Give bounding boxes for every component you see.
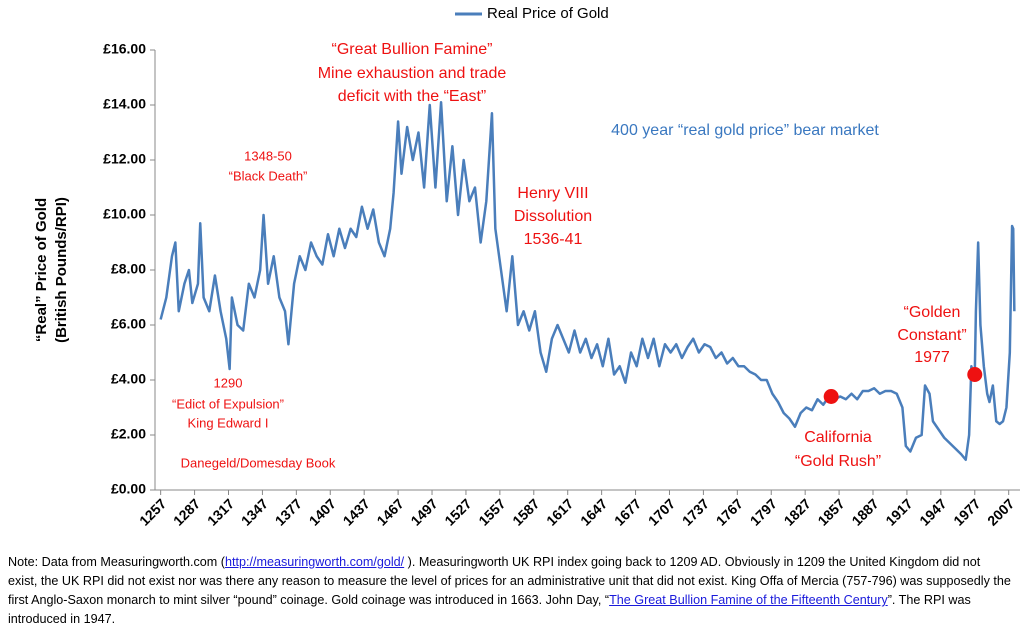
y-tick-label: £2.00 (111, 426, 146, 442)
y-tick-label: £12.00 (103, 151, 146, 167)
y-tick-label: £4.00 (111, 371, 146, 387)
y-tick-label: £8.00 (111, 261, 146, 277)
x-tick-label: 1437 (340, 495, 373, 528)
x-tick-label: 1827 (781, 495, 814, 528)
x-tick-label: 1737 (679, 495, 712, 528)
note-text: ”. The RPI was introduced in 1947. (8, 593, 971, 626)
annotation-line: Henry VIII (517, 185, 588, 202)
annotation-line: Dissolution (514, 208, 592, 225)
annotation-line: deficit with the “East” (338, 88, 487, 105)
x-tick-label: 2007 (984, 495, 1017, 528)
series-line (159, 101, 1016, 461)
annotation-line: Mine exhaustion and trade (318, 65, 507, 82)
annotation: “Golden Constant” 1977 (897, 304, 966, 366)
x-tick-label: 1347 (238, 495, 271, 528)
x-tick-label: 1797 (747, 495, 780, 528)
x-tick-label: 1887 (848, 495, 881, 528)
x-tick-label: 1647 (577, 495, 610, 528)
x-tick-label: 1587 (509, 495, 542, 528)
x-tick-label: 1467 (373, 495, 406, 528)
annotation-line: 1536-41 (524, 231, 583, 248)
x-tick-label: 1317 (204, 495, 237, 528)
note-text: ). Measuringworth UK RPI index going bac… (8, 555, 1011, 607)
annotation-line: “Great Bullion Famine” (332, 41, 493, 58)
highlight-marker (967, 367, 983, 382)
legend-label: Real Price of Gold (487, 5, 609, 22)
y-axis-title-line: (British Pounds/RPI) (53, 197, 70, 343)
note-link[interactable]: http://measuringworth.com/gold/ (224, 555, 405, 569)
annotation-line: 1348-50 (244, 148, 292, 163)
annotation: 1290 “Edict of Expulsion” King Edward I (172, 375, 284, 430)
highlight-marker (823, 389, 839, 404)
annotation: California “Gold Rush” (795, 429, 881, 470)
note-link[interactable]: The Great Bullion Famine of the Fifteent… (609, 593, 888, 607)
x-tick-label: 1497 (407, 495, 440, 528)
x-tick-label: 1857 (814, 495, 847, 528)
y-axis-title: “Real” Price of Gold (British Pounds/RPI… (33, 197, 70, 343)
y-tick-label: £10.00 (103, 206, 146, 222)
annotation: 400 year “real gold price” bear market (611, 122, 879, 139)
annotation: “Great Bullion Famine” Mine exhaustion a… (318, 41, 507, 105)
chart: Real Price of Gold “Real” Price of Gold … (33, 5, 1020, 529)
annotation-line: Constant” (897, 327, 966, 344)
x-tick-label: 1557 (475, 495, 508, 528)
annotation-line: “Gold Rush” (795, 453, 881, 470)
annotation-line: King Edward I (188, 415, 269, 430)
x-tick-label: 1377 (272, 495, 305, 528)
x-tick-label: 1527 (441, 495, 474, 528)
note-text: Note: Data from Measuringworth.com ( (8, 555, 225, 569)
y-axis-title-line: “Real” Price of Gold (33, 198, 50, 342)
x-tick-label: 1767 (713, 495, 746, 528)
annotation-line: “Golden (904, 304, 961, 321)
annotation: Henry VIII Dissolution 1536-41 (514, 185, 592, 248)
annotation: Danegeld/Domesday Book (181, 455, 336, 470)
x-tick-label: 1947 (916, 495, 949, 528)
x-tick-label: 1617 (543, 495, 576, 528)
annotation-line: California (804, 429, 872, 446)
y-tick-label: £14.00 (103, 96, 146, 112)
y-tick-label: £16.00 (103, 41, 146, 57)
annotation-line: “Black Death” (229, 168, 308, 183)
x-tick-label: 1287 (170, 495, 203, 528)
x-tick-label: 1707 (645, 495, 678, 528)
annotation-line: 1290 (214, 375, 243, 390)
x-tick-label: 1977 (950, 495, 983, 528)
annotation-line: “Edict of Expulsion” (172, 396, 284, 411)
y-tick-label: £6.00 (111, 316, 146, 332)
annotation: 1348-50 “Black Death” (229, 148, 308, 183)
y-tick-label: £0.00 (111, 481, 146, 497)
note: Note: Data from Measuringworth.com (http… (8, 553, 1013, 629)
x-tick-label: 1917 (882, 495, 915, 528)
x-tick-label: 1407 (306, 495, 339, 528)
x-tick-label: 1257 (136, 495, 169, 528)
x-tick-label: 1677 (611, 495, 644, 528)
annotation-line: 1977 (914, 349, 950, 366)
